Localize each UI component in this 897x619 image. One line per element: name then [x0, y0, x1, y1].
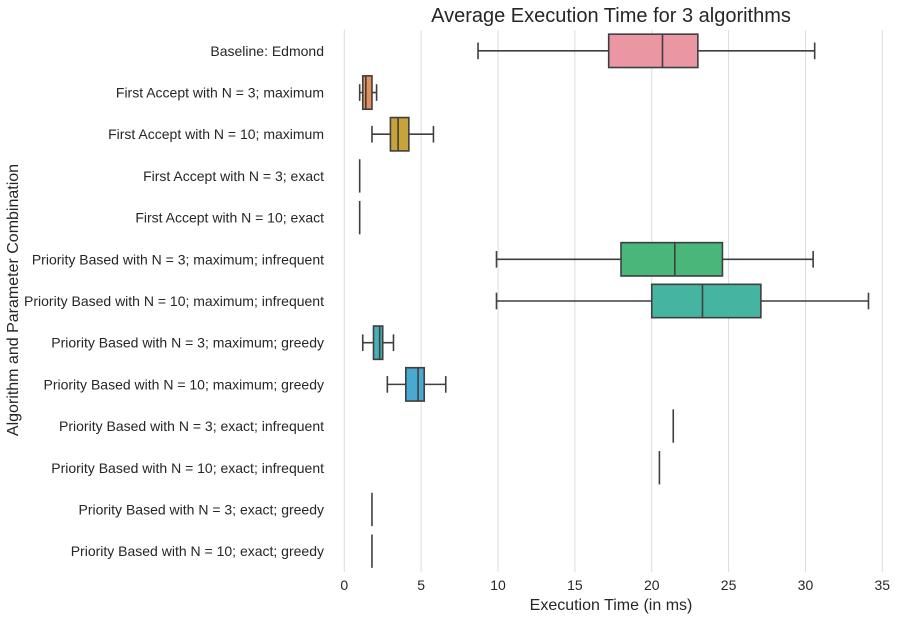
x-tick-label: 30	[798, 577, 814, 593]
y-tick-label: Priority Based with N = 10; exact; infre…	[51, 460, 324, 476]
y-tick-label: Priority Based with N = 10; maximum; gre…	[44, 376, 325, 392]
x-tick-label: 10	[490, 577, 506, 593]
y-axis-label: Algorithm and Parameter Combination	[5, 164, 22, 436]
box-0	[477, 33, 816, 69]
box-7	[361, 325, 395, 361]
box-iqr	[389, 116, 410, 152]
x-tick-label: 20	[644, 577, 660, 593]
y-tick-label: First Accept with N = 10; maximum	[108, 126, 324, 142]
box-iqr	[404, 366, 426, 402]
y-tick-label: Priority Based with N = 3; exact; infreq…	[59, 418, 324, 434]
y-tick-label: Priority Based with N = 3; exact; greedy	[79, 501, 325, 517]
y-tick-labels: Baseline: Edmond First Accept with N = 3;…	[24, 43, 324, 559]
chart-title: Average Execution Time for 3 algorithms	[431, 5, 791, 27]
box-1	[358, 75, 378, 111]
box-8	[386, 366, 447, 402]
x-tick-label: 35	[875, 577, 891, 593]
box-iqr	[650, 283, 762, 319]
y-tick-label: Priority Based with N = 10; exact; greed…	[71, 543, 324, 559]
box-iqr	[620, 241, 724, 277]
x-tick-label: 15	[567, 577, 583, 593]
x-tick-labels: 0 5 10 15 20 25 30 35	[340, 577, 890, 593]
y-tick-label: Priority Based with N = 3; maximum; infr…	[32, 251, 324, 267]
x-tick-label: 25	[721, 577, 737, 593]
y-tick-label: Priority Based with N = 3; maximum; gree…	[51, 335, 324, 351]
box-5	[495, 241, 814, 277]
box-iqr	[361, 75, 373, 111]
y-tick-label: First Accept with N = 3; exact	[143, 168, 324, 184]
box-6	[495, 283, 870, 319]
box-marks	[358, 33, 870, 568]
x-tick-label: 0	[340, 577, 348, 593]
x-tick-label: 5	[417, 577, 425, 593]
box-iqr	[372, 325, 384, 361]
x-axis-label: Execution Time (in ms)	[530, 597, 693, 614]
box-2	[371, 116, 435, 152]
box-iqr	[607, 33, 699, 69]
y-tick-label: First Accept with N = 3; maximum	[116, 85, 324, 101]
y-tick-label: Baseline: Edmond	[210, 43, 324, 59]
y-tick-label: Priority Based with N = 10; maximum; inf…	[24, 293, 324, 309]
y-tick-label: First Accept with N = 10; exact	[135, 210, 324, 226]
